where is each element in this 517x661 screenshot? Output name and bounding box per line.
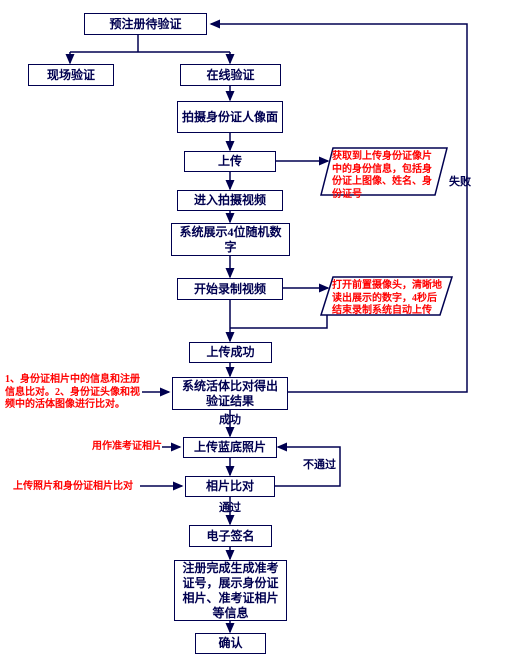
- node-photo-compare: 相片比对: [185, 476, 275, 497]
- node-onsite-verify: 现场验证: [28, 64, 114, 86]
- node-upload: 上传: [184, 151, 276, 172]
- label: 确认: [218, 636, 242, 651]
- label: 现场验证: [47, 68, 95, 83]
- node-blue-photo: 上传蓝底照片: [183, 437, 277, 458]
- label: 系统展示4位随机数字: [176, 225, 285, 255]
- label: 拍摄身份证人像面: [182, 110, 278, 125]
- node-enter-video: 进入拍摄视频: [177, 190, 283, 211]
- annotation-a1: 获取到上传身份证像片中的身份信息，包括身份证上图像、姓名、身份证号: [332, 151, 440, 201]
- label-pass: 通过: [219, 502, 241, 515]
- node-confirm: 确认: [195, 633, 266, 654]
- label: 进入拍摄视频: [194, 193, 266, 208]
- node-preregister: 预注册待验证: [84, 13, 207, 35]
- node-complete: 注册完成生成准考证号，展示身份证相片、准考证相片等信息: [174, 560, 287, 621]
- label: 注册完成生成准考证号，展示身份证相片、准考证相片等信息: [179, 561, 282, 621]
- label: 在线验证: [206, 68, 254, 83]
- label-success: 成功: [219, 414, 241, 427]
- label: 开始录制视频: [194, 282, 266, 297]
- annotation-a2: 打开前置摄像头，清晰地读出展示的数字，4秒后结束录制系统自动上传: [332, 280, 446, 318]
- label: 电子签名: [206, 529, 254, 544]
- node-start-record: 开始录制视频: [177, 278, 283, 300]
- node-random-digits: 系统展示4位随机数字: [171, 223, 290, 256]
- label: 系统活体比对得出验证结果: [177, 379, 283, 409]
- annotation-a5: 上传照片和身份证相片比对: [13, 481, 143, 494]
- node-signature: 电子签名: [189, 525, 272, 547]
- label: 相片比对: [206, 479, 254, 494]
- node-online-verify: 在线验证: [180, 64, 281, 86]
- label: 上传成功: [206, 345, 254, 360]
- node-liveness: 系统活体比对得出验证结果: [172, 377, 288, 410]
- node-capture-id: 拍摄身份证人像面: [177, 101, 283, 133]
- annotation-a4: 用作准考证相片: [92, 441, 164, 454]
- label: 预注册待验证: [109, 17, 181, 32]
- node-upload-ok: 上传成功: [189, 342, 272, 363]
- annotation-a3: 1、身份证相片中的信息和注册信息比对。2、身份证头像和视频中的活体图像进行比对。: [5, 374, 143, 412]
- label-fail: 失败: [449, 176, 471, 189]
- label-not-pass: 不通过: [303, 459, 336, 472]
- label: 上传蓝底照片: [194, 440, 266, 455]
- label: 上传: [218, 154, 242, 169]
